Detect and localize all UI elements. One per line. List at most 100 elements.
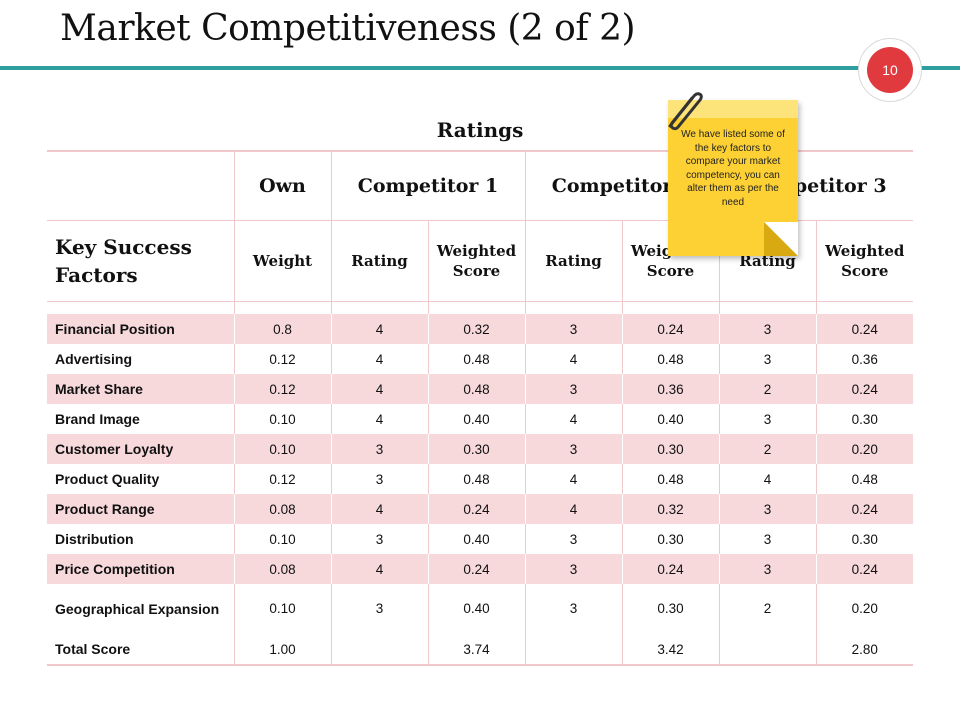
sticky-note-band	[668, 100, 798, 118]
total-weight: 1.00	[233, 634, 331, 666]
sticky-note: We have listed some of the key factors t…	[668, 100, 798, 256]
cell-c3-score: 0.36	[815, 344, 914, 374]
cell-c3-score: 0.24	[815, 494, 914, 524]
cell-factor: Customer Loyalty	[47, 434, 234, 464]
weight-header: Weight	[233, 220, 331, 302]
table-row: Brand Image 0.10 4 0.40 4 0.40 3 0.30	[47, 404, 914, 434]
cell-c1-rating: 4	[330, 404, 428, 434]
table-row: Geographical Expansion 0.10 3 0.40 3 0.30 2 0.2…	[47, 584, 914, 634]
cell-c1-score: 0.40	[427, 404, 525, 434]
cell-c3-rating: 3	[718, 554, 816, 584]
table-row: Advertising 0.12 4 0.48 4 0.48 3 0.36	[47, 344, 914, 374]
cell-c1-rating: 3	[330, 434, 428, 464]
total-label: Total Score	[47, 634, 234, 666]
total-c1-score: 3.74	[427, 634, 525, 666]
cell-c1-rating: 4	[330, 494, 428, 524]
c2-rating-header: Rating	[524, 220, 622, 302]
table-row: Price Competition 0.08 4 0.24 3 0.24 3 0.24	[47, 554, 914, 584]
cell-c2-score: 0.32	[621, 494, 719, 524]
cell-c3-score: 0.30	[815, 404, 914, 434]
cell-c2-rating: 3	[524, 434, 622, 464]
key-success-factors-header: Key Success Factors	[47, 220, 234, 302]
cell-c3-rating: 4	[718, 464, 816, 494]
cell-c2-rating: 3	[524, 524, 622, 554]
cell-c3-rating: 3	[718, 344, 816, 374]
cell-c1-rating: 4	[330, 554, 428, 584]
cell-c3-score: 0.24	[815, 554, 914, 584]
sticky-note-curl	[764, 222, 798, 256]
paperclip-icon	[668, 92, 703, 131]
cell-c2-score: 0.40	[621, 404, 719, 434]
total-c2-score: 3.42	[621, 634, 719, 666]
cell-weight: 0.10	[233, 584, 331, 634]
table-row: Distribution 0.10 3 0.40 3 0.30 3 0.30	[47, 524, 914, 554]
cell-c1-rating: 4	[330, 374, 428, 404]
cell-c2-rating: 4	[524, 494, 622, 524]
group-competitor-1: Competitor 1	[330, 151, 525, 221]
cell-weight: 0.10	[233, 404, 331, 434]
cell-weight: 0.08	[233, 494, 331, 524]
cell-c3-score: 0.48	[815, 464, 914, 494]
total-row: Total Score 1.00 3.74 3.42 2.80	[47, 634, 914, 666]
cell-factor: Geographical Expansion	[47, 584, 234, 634]
cell-c3-rating: 3	[718, 524, 816, 554]
cell-c3-score: 0.20	[815, 584, 914, 634]
cell-c2-score: 0.30	[621, 434, 719, 464]
cell-c2-rating: 3	[524, 374, 622, 404]
table-row: Product Quality 0.12 3 0.48 4 0.48 4 0.48	[47, 464, 914, 494]
cell-c2-score: 0.48	[621, 464, 719, 494]
cell-factor: Price Competition	[47, 554, 234, 584]
blank-header-cell	[47, 151, 234, 221]
cell-weight: 0.12	[233, 464, 331, 494]
cell-c3-rating: 3	[718, 494, 816, 524]
cell-c1-score: 0.32	[427, 314, 525, 344]
cell-factor: Advertising	[47, 344, 234, 374]
cell-c2-rating: 3	[524, 554, 622, 584]
table-body: Financial Position 0.8 4 0.32 3 0.24 3 0.24 Adve…	[47, 314, 914, 634]
cell-c2-rating: 4	[524, 344, 622, 374]
table-row: Product Range 0.08 4 0.24 4 0.32 3 0.24	[47, 494, 914, 524]
cell-c1-score: 0.40	[427, 524, 525, 554]
cell-c3-score: 0.20	[815, 434, 914, 464]
cell-factor: Product Quality	[47, 464, 234, 494]
table-row: Market Share 0.12 4 0.48 3 0.36 2 0.24	[47, 374, 914, 404]
cell-weight: 0.12	[233, 344, 331, 374]
title-underline-rule	[0, 66, 960, 70]
cell-factor: Distribution	[47, 524, 234, 554]
cell-c1-rating: 4	[330, 314, 428, 344]
cell-c2-score: 0.24	[621, 554, 719, 584]
cell-factor: Financial Position	[47, 314, 234, 344]
cell-c2-rating: 4	[524, 404, 622, 434]
slide-number-badge: 10	[858, 38, 922, 102]
total-c3-score: 2.80	[815, 634, 914, 666]
cell-c2-score: 0.48	[621, 344, 719, 374]
cell-c2-score: 0.24	[621, 314, 719, 344]
cell-c3-score: 0.30	[815, 524, 914, 554]
cell-c2-score: 0.36	[621, 374, 719, 404]
cell-c1-score: 0.48	[427, 374, 525, 404]
cell-c3-rating: 3	[718, 314, 816, 344]
cell-c3-rating: 2	[718, 584, 816, 634]
cell-c3-score: 0.24	[815, 314, 914, 344]
cell-weight: 0.10	[233, 434, 331, 464]
c1-weighted-score-header: Weighted Score	[427, 220, 525, 302]
cell-c3-rating: 3	[718, 404, 816, 434]
slide-number: 10	[867, 47, 913, 93]
cell-c1-score: 0.48	[427, 464, 525, 494]
cell-weight: 0.10	[233, 524, 331, 554]
cell-c1-rating: 4	[330, 344, 428, 374]
sticky-note-text: We have listed some of the key factors t…	[681, 129, 785, 208]
cell-c2-rating: 3	[524, 584, 622, 634]
cell-weight: 0.12	[233, 374, 331, 404]
cell-c1-score: 0.48	[427, 344, 525, 374]
cell-factor: Product Range	[47, 494, 234, 524]
total-c2-rating	[524, 634, 622, 666]
cell-c2-score: 0.30	[621, 524, 719, 554]
c3-weighted-score-header: Weighted Score	[815, 220, 914, 302]
total-c3-rating	[718, 634, 816, 666]
slide-title: Market Competitiveness (2 of 2)	[60, 8, 636, 49]
cell-c3-score: 0.24	[815, 374, 914, 404]
cell-factor: Market Share	[47, 374, 234, 404]
cell-c1-score: 0.24	[427, 494, 525, 524]
group-own: Own	[233, 151, 331, 221]
